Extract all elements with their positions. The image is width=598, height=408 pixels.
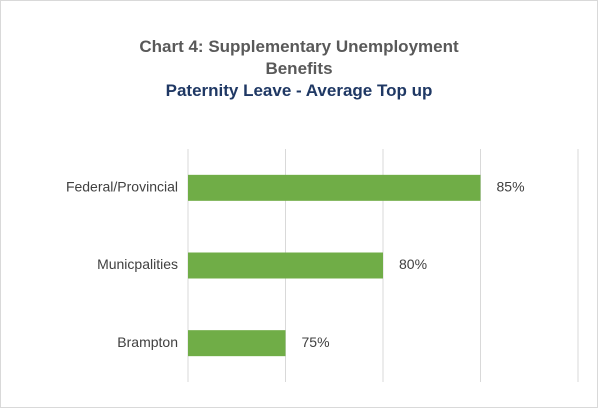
y-tick-label: Brampton [117,334,178,350]
chart-title: Chart 4: Supplementary Unemployment Bene… [139,37,459,78]
bar [188,174,481,201]
y-tick-label: Municpalities [97,256,178,272]
data-label: 85% [497,179,525,195]
chart-subtitle: Paternity Leave - Average Top up [165,81,433,100]
y-tick-label: Federal/Provincial [66,179,178,195]
bar [188,252,383,279]
data-label: 80% [399,256,427,272]
bar [188,330,286,357]
data-label: 75% [302,334,330,350]
